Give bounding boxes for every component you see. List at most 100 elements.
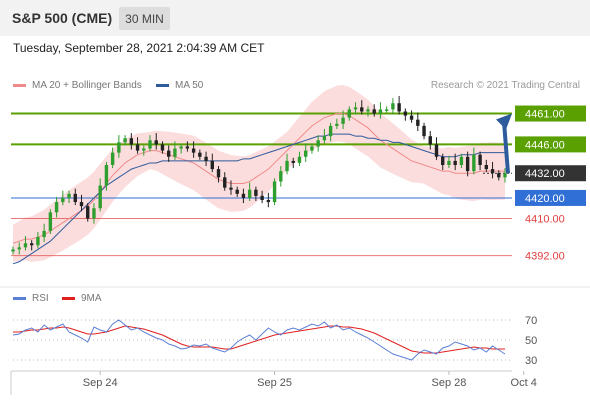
candle-body: [272, 181, 277, 203]
candle-body: [285, 160, 289, 172]
candle-body: [79, 202, 84, 207]
level-label-0: 4461.00: [525, 109, 565, 121]
candle-body: [241, 193, 246, 198]
rsi-level-label-1: 50: [525, 335, 537, 347]
candle-body: [198, 152, 202, 157]
candle-body: [235, 189, 239, 194]
candle-body: [142, 148, 146, 151]
candle-body: [384, 109, 389, 111]
candle-body: [17, 247, 21, 250]
level-tag-0: [515, 105, 586, 122]
candle-body: [98, 185, 102, 209]
candle-body: [148, 140, 152, 149]
candle-body: [54, 202, 59, 213]
ma50-line: [12, 133, 505, 265]
candle-body: [484, 165, 489, 170]
level-label-5: 4392.00: [525, 251, 565, 263]
candle-body: [316, 140, 320, 147]
ma20-swatch: [13, 83, 26, 87]
candle-body: [166, 150, 171, 157]
legend-9ma: 9MA: [62, 293, 102, 304]
rsi-line: [12, 319, 506, 361]
credit-text: Research © 2021 Trading Central: [430, 80, 580, 91]
candle-body: [422, 125, 426, 137]
candle-body: [490, 169, 495, 174]
candle-body: [447, 160, 451, 165]
candle-body: [23, 243, 28, 248]
ma9-label: 9MA: [81, 293, 102, 304]
ma9-swatch: [62, 296, 75, 300]
candle-body: [328, 125, 333, 137]
candle-body: [42, 230, 46, 238]
candle-body: [497, 173, 501, 178]
candle-body: [11, 249, 15, 252]
candle-body: [353, 107, 358, 110]
candle-body: [409, 115, 414, 120]
candle-body: [478, 154, 482, 165]
level-tag-2: [515, 165, 586, 182]
ma50-label: MA 50: [175, 80, 204, 91]
candle-body: [173, 148, 177, 157]
candle-body: [254, 189, 258, 196]
candle-body: [229, 187, 233, 190]
candle-body: [279, 171, 283, 182]
candle-body: [216, 169, 221, 178]
candle-body: [104, 165, 109, 186]
bollinger-band: [13, 85, 505, 262]
candle-body: [416, 119, 420, 126]
level-tag-3: [515, 189, 586, 206]
candle-body: [310, 146, 314, 151]
candle-body: [378, 109, 383, 114]
level-label-2: 4432.00: [525, 168, 565, 180]
interval-button[interactable]: 30 MIN: [119, 7, 170, 30]
candle-body: [86, 206, 90, 219]
candle-body: [73, 193, 77, 203]
x-tick-label-3: Oct 4: [511, 377, 537, 389]
candle-body: [160, 144, 165, 151]
candle-body: [341, 117, 345, 124]
rsi-label: RSI: [32, 293, 49, 304]
x-tick-label-1: Sep 25: [257, 377, 292, 389]
candle-body: [210, 160, 214, 170]
candle-body: [179, 146, 183, 149]
candle-body: [223, 177, 227, 188]
rsi-level-label-0: 70: [525, 315, 537, 327]
ma50-swatch: [156, 83, 169, 87]
candle-body: [185, 146, 190, 149]
level-tag-1: [515, 136, 586, 153]
candle-body: [48, 212, 53, 231]
candle-body: [204, 156, 208, 161]
projection-arrow-shaft: [502, 121, 510, 174]
candle-body: [61, 197, 65, 203]
candle-body: [154, 140, 158, 145]
candle-body: [92, 208, 96, 219]
candle-body: [67, 193, 71, 198]
level-label-1: 4446.00: [525, 139, 565, 151]
ma9-line: [13, 325, 505, 354]
candle-body: [135, 144, 140, 151]
candle-body: [372, 109, 376, 114]
candle-body: [428, 136, 432, 145]
candle-body: [441, 156, 445, 165]
timestamp: Tuesday, September 28, 2021 2:04:39 AM C…: [13, 41, 265, 55]
candle-body: [291, 160, 295, 163]
candle-body: [459, 156, 464, 165]
candle-body: [260, 195, 264, 200]
candle-body: [129, 138, 134, 145]
candle-body: [366, 109, 370, 112]
candle-body: [266, 200, 271, 203]
candle-body: [453, 160, 457, 165]
level-label-4: 4410.00: [525, 214, 565, 226]
candle-body: [434, 144, 439, 157]
legend-rsi: RSI: [13, 293, 49, 304]
legend-ma50: MA 50: [156, 80, 203, 91]
candle-body: [335, 123, 339, 126]
candle-body: [297, 156, 302, 163]
candle-body: [347, 109, 352, 118]
candle-body: [391, 103, 395, 110]
projection-arrow-head: [496, 113, 512, 130]
candle-body: [110, 152, 115, 165]
candle-body: [117, 142, 121, 153]
rsi-level-label-2: 30: [525, 355, 537, 367]
